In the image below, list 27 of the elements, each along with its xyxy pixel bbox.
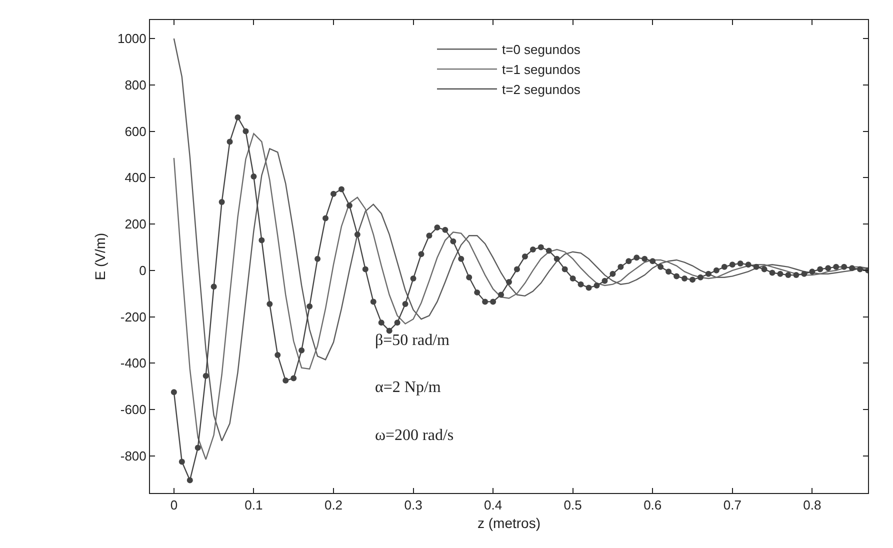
y-axis-title: E (V/m) — [92, 232, 108, 280]
legend-label: t=0 segundos — [502, 42, 581, 58]
y-tick-label: 600 — [124, 124, 146, 139]
annotation: β=50 rad/m — [375, 332, 450, 349]
x-tick-label: 0.1 — [244, 498, 263, 513]
x-tick-label: 0.3 — [404, 498, 422, 513]
x-tick-label: 0.4 — [484, 498, 502, 513]
annotation: α=2 Np/m — [375, 379, 442, 396]
x-tick-label: 0 — [170, 498, 178, 513]
y-tick-label: 0 — [139, 262, 146, 278]
y-tick-label: -200 — [120, 309, 146, 324]
y-tick-label: -400 — [120, 356, 146, 371]
y-tick-label: 400 — [124, 170, 146, 186]
x-tick-label: 0.5 — [564, 498, 582, 513]
y-tick-label: -600 — [120, 402, 146, 418]
y-tick-label: -800 — [120, 448, 146, 464]
x-tick-label: 0.2 — [324, 498, 343, 513]
annotation: ω=200 rad/s — [375, 427, 454, 444]
x-axis-title: z (metros) — [478, 514, 540, 531]
x-tick-label: 0.7 — [723, 498, 742, 513]
legend-label: t=2 segundos — [502, 82, 581, 98]
x-tick-label: 0.6 — [644, 498, 662, 513]
y-tick-label: 1000 — [117, 31, 146, 46]
x-tick-label: 0.8 — [803, 498, 822, 513]
legend-label: t=1 segundos — [502, 62, 581, 78]
y-tick-label: 800 — [124, 77, 146, 92]
y-tick-label: 200 — [124, 216, 146, 232]
